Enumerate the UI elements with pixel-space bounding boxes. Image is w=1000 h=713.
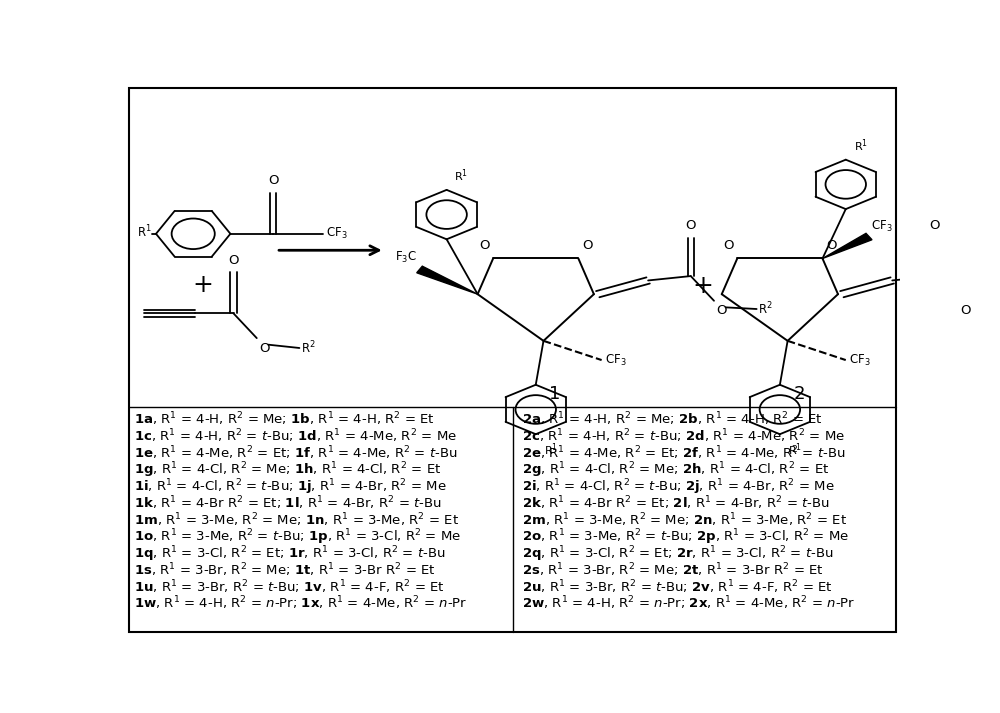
Text: O: O — [479, 239, 489, 252]
Text: O: O — [930, 219, 940, 232]
Text: R$^1$: R$^1$ — [854, 138, 868, 154]
Text: O: O — [259, 342, 270, 356]
Text: $\mathbf{2g}$, R$^1$ = 4-Cl, R$^2$ = Me; $\mathbf{2h}$, R$^1$ = 4-Cl, R$^2$ = Et: $\mathbf{2g}$, R$^1$ = 4-Cl, R$^2$ = Me;… — [522, 461, 829, 481]
Text: F$_3$C: F$_3$C — [395, 250, 417, 265]
Text: $\mathbf{1a}$, R$^1$ = 4-H, R$^2$ = Me; $\mathbf{1b}$, R$^1$ = 4-H, R$^2$ = Et: $\mathbf{1a}$, R$^1$ = 4-H, R$^2$ = Me; … — [134, 411, 435, 429]
Text: O: O — [268, 174, 278, 187]
Text: CF$_3$: CF$_3$ — [871, 219, 893, 234]
Text: O: O — [723, 239, 733, 252]
Text: O: O — [826, 239, 837, 252]
Text: $\mathbf{2i}$, R$^1$ = 4-Cl, R$^2$ = $t$-Bu; $\mathbf{2j}$, R$^1$ = 4-Br, R$^2$ : $\mathbf{2i}$, R$^1$ = 4-Cl, R$^2$ = $t$… — [522, 478, 834, 497]
Text: R$^1$: R$^1$ — [137, 223, 152, 240]
Text: CF$_3$: CF$_3$ — [605, 352, 626, 368]
Text: R$^1$: R$^1$ — [788, 441, 802, 458]
Text: $\mathbf{2u}$, R$^1$ = 3-Br, R$^2$ = $t$-Bu; $\mathbf{2v}$, R$^1$ = 4-F, R$^2$ =: $\mathbf{2u}$, R$^1$ = 3-Br, R$^2$ = $t$… — [522, 578, 832, 595]
Text: $\mathbf{2w}$, R$^1$ = 4-H, R$^2$ = $n$-Pr; $\mathbf{2x}$, R$^1$ = 4-Me, R$^2$ =: $\mathbf{2w}$, R$^1$ = 4-H, R$^2$ = $n$-… — [522, 595, 855, 612]
Text: O: O — [716, 304, 727, 317]
Text: $\mathbf{2o}$, R$^1$ = 3-Me, R$^2$ = $t$-Bu; $\mathbf{2p}$, R$^1$ = 3-Cl, R$^2$ : $\mathbf{2o}$, R$^1$ = 3-Me, R$^2$ = $t$… — [522, 528, 849, 548]
Text: 2: 2 — [794, 385, 805, 403]
Text: $\mathbf{2c}$, R$^1$ = 4-H, R$^2$ = $t$-Bu; $\mathbf{2d}$, R$^1$ = 4-Me, R$^2$ =: $\mathbf{2c}$, R$^1$ = 4-H, R$^2$ = $t$-… — [522, 427, 845, 445]
Polygon shape — [417, 266, 478, 294]
Text: CF$_3$: CF$_3$ — [326, 226, 347, 241]
Text: $\mathbf{1c}$, R$^1$ = 4-H, R$^2$ = $t$-Bu; $\mathbf{1d}$, R$^1$ = 4-Me, R$^2$ =: $\mathbf{1c}$, R$^1$ = 4-H, R$^2$ = $t$-… — [134, 427, 457, 445]
Text: R$^2$: R$^2$ — [758, 301, 773, 317]
Text: $\mathbf{1g}$, R$^1$ = 4-Cl, R$^2$ = Me; $\mathbf{1h}$, R$^1$ = 4-Cl, R$^2$ = Et: $\mathbf{1g}$, R$^1$ = 4-Cl, R$^2$ = Me;… — [134, 461, 442, 481]
Text: $\mathbf{1u}$, R$^1$ = 3-Br, R$^2$ = $t$-Bu; $\mathbf{1v}$, R$^1$ = 4-F, R$^2$ =: $\mathbf{1u}$, R$^1$ = 3-Br, R$^2$ = $t$… — [134, 578, 445, 595]
Text: $\mathbf{1k}$, R$^1$ = 4-Br R$^2$ = Et; $\mathbf{1l}$, R$^1$ = 4-Br, R$^2$ = $t$: $\mathbf{1k}$, R$^1$ = 4-Br R$^2$ = Et; … — [134, 494, 442, 512]
Text: O: O — [686, 219, 696, 232]
Text: $\mathbf{2s}$, R$^1$ = 3-Br, R$^2$ = Me; $\mathbf{2t}$, R$^1$ = 3-Br R$^2$ = Et: $\mathbf{2s}$, R$^1$ = 3-Br, R$^2$ = Me;… — [522, 561, 823, 579]
Text: O: O — [228, 254, 239, 267]
Text: $\mathbf{2m}$, R$^1$ = 3-Me, R$^2$ = Me; $\mathbf{2n}$, R$^1$ = 3-Me, R$^2$ = Et: $\mathbf{2m}$, R$^1$ = 3-Me, R$^2$ = Me;… — [522, 511, 847, 528]
Text: $\mathbf{1e}$, R$^1$ = 4-Me, R$^2$ = Et; $\mathbf{1f}$, R$^1$ = 4-Me, R$^2$ = $t: $\mathbf{1e}$, R$^1$ = 4-Me, R$^2$ = Et;… — [134, 444, 458, 461]
Text: O: O — [582, 239, 593, 252]
Text: 1: 1 — [549, 385, 561, 403]
Text: $\mathbf{1s}$, R$^1$ = 3-Br, R$^2$ = Me; $\mathbf{1t}$, R$^1$ = 3-Br R$^2$ = Et: $\mathbf{1s}$, R$^1$ = 3-Br, R$^2$ = Me;… — [134, 561, 436, 579]
Text: R$^1$: R$^1$ — [544, 441, 558, 458]
Text: CF$_3$: CF$_3$ — [849, 352, 870, 368]
Text: $\mathbf{1w}$, R$^1$ = 4-H, R$^2$ = $n$-Pr; $\mathbf{1x}$, R$^1$ = 4-Me, R$^2$ =: $\mathbf{1w}$, R$^1$ = 4-H, R$^2$ = $n$-… — [134, 595, 468, 612]
Text: R$^1$: R$^1$ — [454, 168, 468, 185]
Text: $\mathbf{2q}$, R$^1$ = 3-Cl, R$^2$ = Et; $\mathbf{2r}$, R$^1$ = 3-Cl, R$^2$ = $t: $\mathbf{2q}$, R$^1$ = 3-Cl, R$^2$ = Et;… — [522, 545, 833, 564]
Text: $\mathbf{1m}$, R$^1$ = 3-Me, R$^2$ = Me; $\mathbf{1n}$, R$^1$ = 3-Me, R$^2$ = Et: $\mathbf{1m}$, R$^1$ = 3-Me, R$^2$ = Me;… — [134, 511, 459, 528]
Text: $\mathbf{2k}$, R$^1$ = 4-Br R$^2$ = Et; $\mathbf{2l}$, R$^1$ = 4-Br, R$^2$ = $t$: $\mathbf{2k}$, R$^1$ = 4-Br R$^2$ = Et; … — [522, 494, 830, 512]
Text: +: + — [192, 273, 213, 297]
Text: $\mathbf{2a}$, R$^1$ = 4-H, R$^2$ = Me; $\mathbf{2b}$, R$^1$ = 4-H, R$^2$ = Et: $\mathbf{2a}$, R$^1$ = 4-H, R$^2$ = Me; … — [522, 411, 823, 429]
Text: $\mathbf{2e}$, R$^1$ = 4-Me, R$^2$ = Et; $\mathbf{2f}$, R$^1$ = 4-Me, R$^2$ = $t: $\mathbf{2e}$, R$^1$ = 4-Me, R$^2$ = Et;… — [522, 444, 845, 461]
Text: $\mathbf{1q}$, R$^1$ = 3-Cl, R$^2$ = Et; $\mathbf{1r}$, R$^1$ = 3-Cl, R$^2$ = $t: $\mathbf{1q}$, R$^1$ = 3-Cl, R$^2$ = Et;… — [134, 545, 446, 564]
Text: R$^2$: R$^2$ — [301, 339, 316, 356]
Text: $\mathbf{1o}$, R$^1$ = 3-Me, R$^2$ = $t$-Bu; $\mathbf{1p}$, R$^1$ = 3-Cl, R$^2$ : $\mathbf{1o}$, R$^1$ = 3-Me, R$^2$ = $t$… — [134, 528, 461, 548]
Text: O: O — [960, 304, 971, 317]
Polygon shape — [822, 233, 872, 259]
Text: +: + — [692, 274, 713, 298]
Text: $\mathbf{1i}$, R$^1$ = 4-Cl, R$^2$ = $t$-Bu; $\mathbf{1j}$, R$^1$ = 4-Br, R$^2$ : $\mathbf{1i}$, R$^1$ = 4-Cl, R$^2$ = $t$… — [134, 478, 447, 497]
